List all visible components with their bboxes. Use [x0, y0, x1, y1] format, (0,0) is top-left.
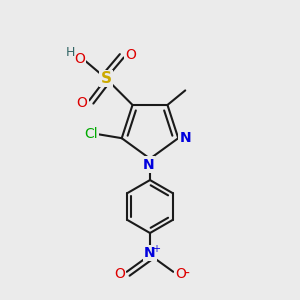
- Text: S: S: [100, 71, 112, 86]
- Text: N: N: [142, 158, 154, 172]
- Text: O: O: [74, 52, 85, 66]
- Text: -: -: [184, 267, 189, 281]
- Text: O: O: [175, 267, 186, 281]
- Text: O: O: [77, 96, 88, 110]
- Text: H: H: [66, 46, 76, 59]
- Text: O: O: [114, 267, 125, 281]
- Text: +: +: [152, 244, 160, 254]
- Text: O: O: [125, 48, 136, 62]
- Text: Cl: Cl: [85, 127, 98, 141]
- Text: N: N: [180, 131, 191, 145]
- Text: N: N: [144, 246, 156, 260]
